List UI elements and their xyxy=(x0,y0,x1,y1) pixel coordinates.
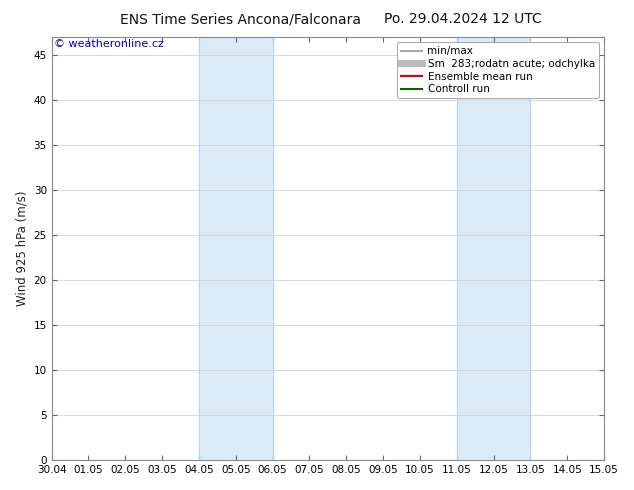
Y-axis label: Wind 925 hPa (m/s): Wind 925 hPa (m/s) xyxy=(15,191,28,306)
Text: © weatheronline.cz: © weatheronline.cz xyxy=(55,39,164,49)
Legend: min/max, Sm  283;rodatn acute; odchylka, Ensemble mean run, Controll run: min/max, Sm 283;rodatn acute; odchylka, … xyxy=(398,42,599,98)
Text: Po. 29.04.2024 12 UTC: Po. 29.04.2024 12 UTC xyxy=(384,12,541,26)
Text: ENS Time Series Ancona/Falconara: ENS Time Series Ancona/Falconara xyxy=(120,12,361,26)
Bar xyxy=(457,37,531,460)
Bar xyxy=(199,37,273,460)
